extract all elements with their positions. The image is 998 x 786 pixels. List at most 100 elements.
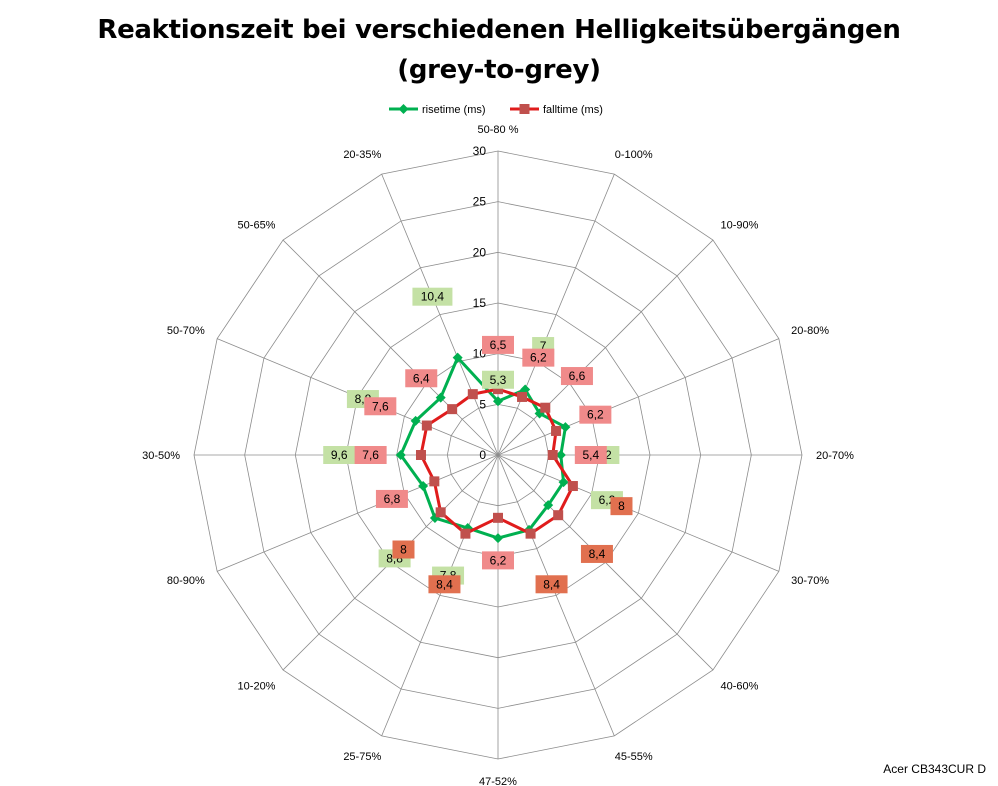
axis-tick-label: 25 bbox=[473, 195, 487, 209]
data-label: 6,5 bbox=[490, 338, 507, 352]
data-label: 8 bbox=[400, 543, 407, 557]
legend-risetime-marker bbox=[398, 104, 409, 114]
data-label: 8,4 bbox=[589, 547, 606, 561]
data-label-box bbox=[482, 370, 514, 389]
data-label-box bbox=[560, 367, 593, 386]
data-label: 6,4 bbox=[413, 371, 430, 385]
data-label: 8,4 bbox=[436, 577, 453, 591]
risetime-marker bbox=[410, 415, 421, 426]
data-label: 9,6 bbox=[331, 448, 348, 462]
data-label-box bbox=[364, 397, 397, 416]
data-label: 6,2 bbox=[587, 408, 604, 422]
axis-tick-label: 5 bbox=[479, 397, 486, 411]
risetime-marker bbox=[493, 533, 503, 544]
risetime-marker bbox=[418, 481, 429, 492]
falltime-marker bbox=[435, 507, 446, 518]
falltime-marker bbox=[551, 425, 562, 436]
data-label-box bbox=[579, 405, 612, 424]
chart-title: Reaktionszeit bei verschiedenen Helligke… bbox=[0, 10, 998, 90]
category-label: 80-90% bbox=[167, 575, 205, 587]
falltime-marker bbox=[547, 450, 558, 460]
category-label: 0-100% bbox=[615, 149, 653, 161]
data-label-box bbox=[392, 540, 415, 559]
risetime-marker bbox=[395, 450, 406, 460]
falltime-marker bbox=[421, 420, 432, 431]
category-label: 40-60% bbox=[721, 681, 759, 693]
falltime-marker bbox=[493, 384, 503, 395]
data-label-box bbox=[428, 575, 461, 594]
axis-tick-label: 30 bbox=[473, 144, 487, 158]
legend-risetime-label: risetime (ms) bbox=[422, 104, 486, 116]
data-label-box bbox=[482, 551, 514, 570]
falltime-marker bbox=[415, 450, 426, 460]
risetime-marker bbox=[452, 352, 463, 363]
data-label: 7,6 bbox=[362, 448, 379, 462]
data-label: 8 bbox=[618, 499, 625, 513]
data-label-box bbox=[610, 497, 633, 516]
data-label: 6,2 bbox=[530, 351, 547, 365]
data-label-box bbox=[323, 446, 356, 464]
risetime-marker bbox=[560, 422, 571, 433]
grid-spoke bbox=[497, 239, 714, 456]
category-label: 25-75% bbox=[343, 751, 381, 763]
category-label: 20-70% bbox=[816, 450, 854, 462]
chart-title-line-1: Reaktionszeit bei verschiedenen Helligke… bbox=[97, 15, 901, 45]
data-label: 6,8 bbox=[384, 492, 401, 506]
axis-tick-label: 20 bbox=[473, 245, 487, 259]
grid-spoke bbox=[381, 454, 499, 737]
falltime-marker bbox=[553, 510, 564, 521]
watermark: Acer CB343CUR D bbox=[883, 762, 986, 776]
risetime-marker bbox=[555, 450, 566, 460]
falltime-marker bbox=[467, 389, 478, 400]
data-label: 7 bbox=[540, 339, 547, 353]
risetime-marker bbox=[435, 392, 446, 403]
grid-spoke bbox=[497, 454, 780, 572]
category-label: 50-70% bbox=[167, 325, 205, 337]
data-label: 6,2 bbox=[490, 553, 507, 567]
falltime-marker bbox=[540, 402, 551, 413]
data-label-box bbox=[405, 369, 438, 388]
category-label: 45-55% bbox=[615, 751, 653, 763]
data-label-box bbox=[412, 287, 453, 306]
legend-falltime-label: falltime (ms) bbox=[543, 104, 603, 116]
grid-spoke bbox=[216, 454, 499, 572]
grid-spoke bbox=[497, 338, 780, 456]
risetime-marker bbox=[543, 500, 554, 511]
category-label: 47-52% bbox=[479, 776, 517, 786]
axis-tick-label: 0 bbox=[479, 448, 486, 462]
data-label: 5,4 bbox=[582, 448, 599, 462]
falltime-marker bbox=[493, 512, 503, 523]
grid-spoke bbox=[497, 454, 615, 737]
data-label: 7,6 bbox=[372, 399, 389, 413]
risetime-marker bbox=[558, 477, 569, 488]
category-label: 20-80% bbox=[791, 325, 829, 337]
data-label-box bbox=[482, 335, 514, 354]
data-label: 6,6 bbox=[569, 369, 586, 383]
axis-tick-label: 15 bbox=[473, 296, 487, 310]
data-label-box bbox=[535, 575, 568, 594]
data-label: 5,3 bbox=[490, 373, 507, 387]
data-label-box bbox=[580, 544, 613, 563]
category-label: 50-65% bbox=[238, 219, 276, 231]
category-label: 20-35% bbox=[343, 149, 381, 161]
risetime-marker bbox=[493, 396, 503, 407]
category-label: 50-80 % bbox=[478, 124, 519, 136]
data-label-box bbox=[522, 348, 555, 367]
category-label: 10-20% bbox=[238, 681, 276, 693]
falltime-marker bbox=[429, 476, 440, 487]
chart-title-line-2: (grey-to-grey) bbox=[397, 55, 601, 85]
falltime-marker bbox=[517, 391, 528, 402]
data-label: 10,4 bbox=[421, 290, 445, 304]
grid-spoke bbox=[381, 173, 499, 456]
data-label-box bbox=[354, 446, 387, 464]
category-label: 10-90% bbox=[721, 219, 759, 231]
category-label: 30-70% bbox=[791, 575, 829, 587]
falltime-marker bbox=[447, 404, 458, 415]
falltime-marker bbox=[567, 481, 578, 492]
data-label-box bbox=[574, 446, 607, 464]
falltime-marker bbox=[525, 528, 536, 539]
grid-spoke bbox=[282, 239, 499, 456]
legend-falltime-marker bbox=[519, 104, 530, 114]
falltime-marker bbox=[460, 528, 471, 539]
